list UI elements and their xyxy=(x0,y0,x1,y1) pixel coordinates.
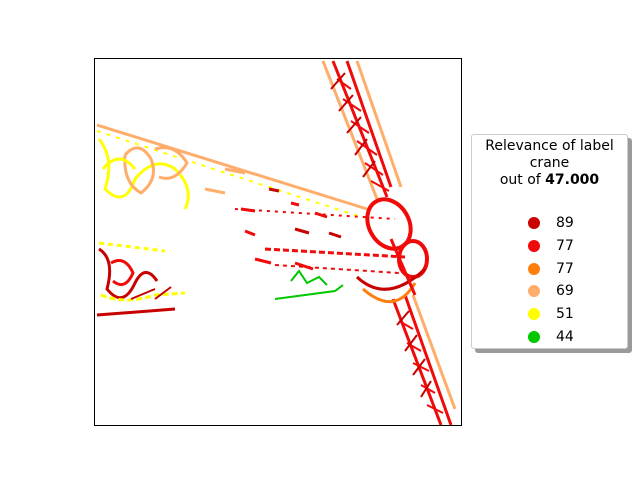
legend-entry: 69 xyxy=(528,281,574,301)
legend-entry-label: 77 xyxy=(556,238,574,254)
crane-green-segment xyxy=(274,269,344,300)
legend-title-line1: Relevance of label xyxy=(485,138,614,154)
legend-entry-label: 77 xyxy=(556,261,574,277)
legend-entry: 51 xyxy=(528,304,574,324)
legend-title-value: 47.000 xyxy=(545,172,600,188)
legend-title-line3: out of 47.000 xyxy=(472,172,627,189)
legend-entry: 77 xyxy=(528,236,574,256)
legend-entry: 89 xyxy=(528,213,574,233)
crane-boom-lower xyxy=(391,294,457,425)
legend-box: Relevance of label crane out of 47.000 8… xyxy=(471,134,628,349)
legend-entry: 77 xyxy=(528,259,574,279)
legend-dot xyxy=(528,285,540,297)
crane-boom-upper xyxy=(321,60,403,200)
legend-dot xyxy=(528,308,540,320)
relevance-heatmap-plot xyxy=(94,58,462,426)
crane-relevance-image xyxy=(96,60,457,425)
crane-left-lattice xyxy=(97,138,190,302)
crane-middle-fragments xyxy=(204,167,342,271)
legend-title: Relevance of label crane out of 47.000 xyxy=(472,138,627,189)
crane-hub xyxy=(355,197,429,304)
legend-title-prefix: out of xyxy=(499,172,546,188)
legend-dot xyxy=(528,263,540,275)
legend-entry-label: 44 xyxy=(556,329,574,345)
legend-dot xyxy=(528,331,540,343)
legend-entry-label: 69 xyxy=(556,283,574,299)
legend-dot xyxy=(528,217,540,229)
legend-title-line2: crane xyxy=(529,155,570,171)
legend-dot xyxy=(528,240,540,252)
legend-entry-label: 51 xyxy=(556,306,574,322)
legend-entry-label: 89 xyxy=(556,215,574,231)
legend-entry: 44 xyxy=(528,327,574,347)
